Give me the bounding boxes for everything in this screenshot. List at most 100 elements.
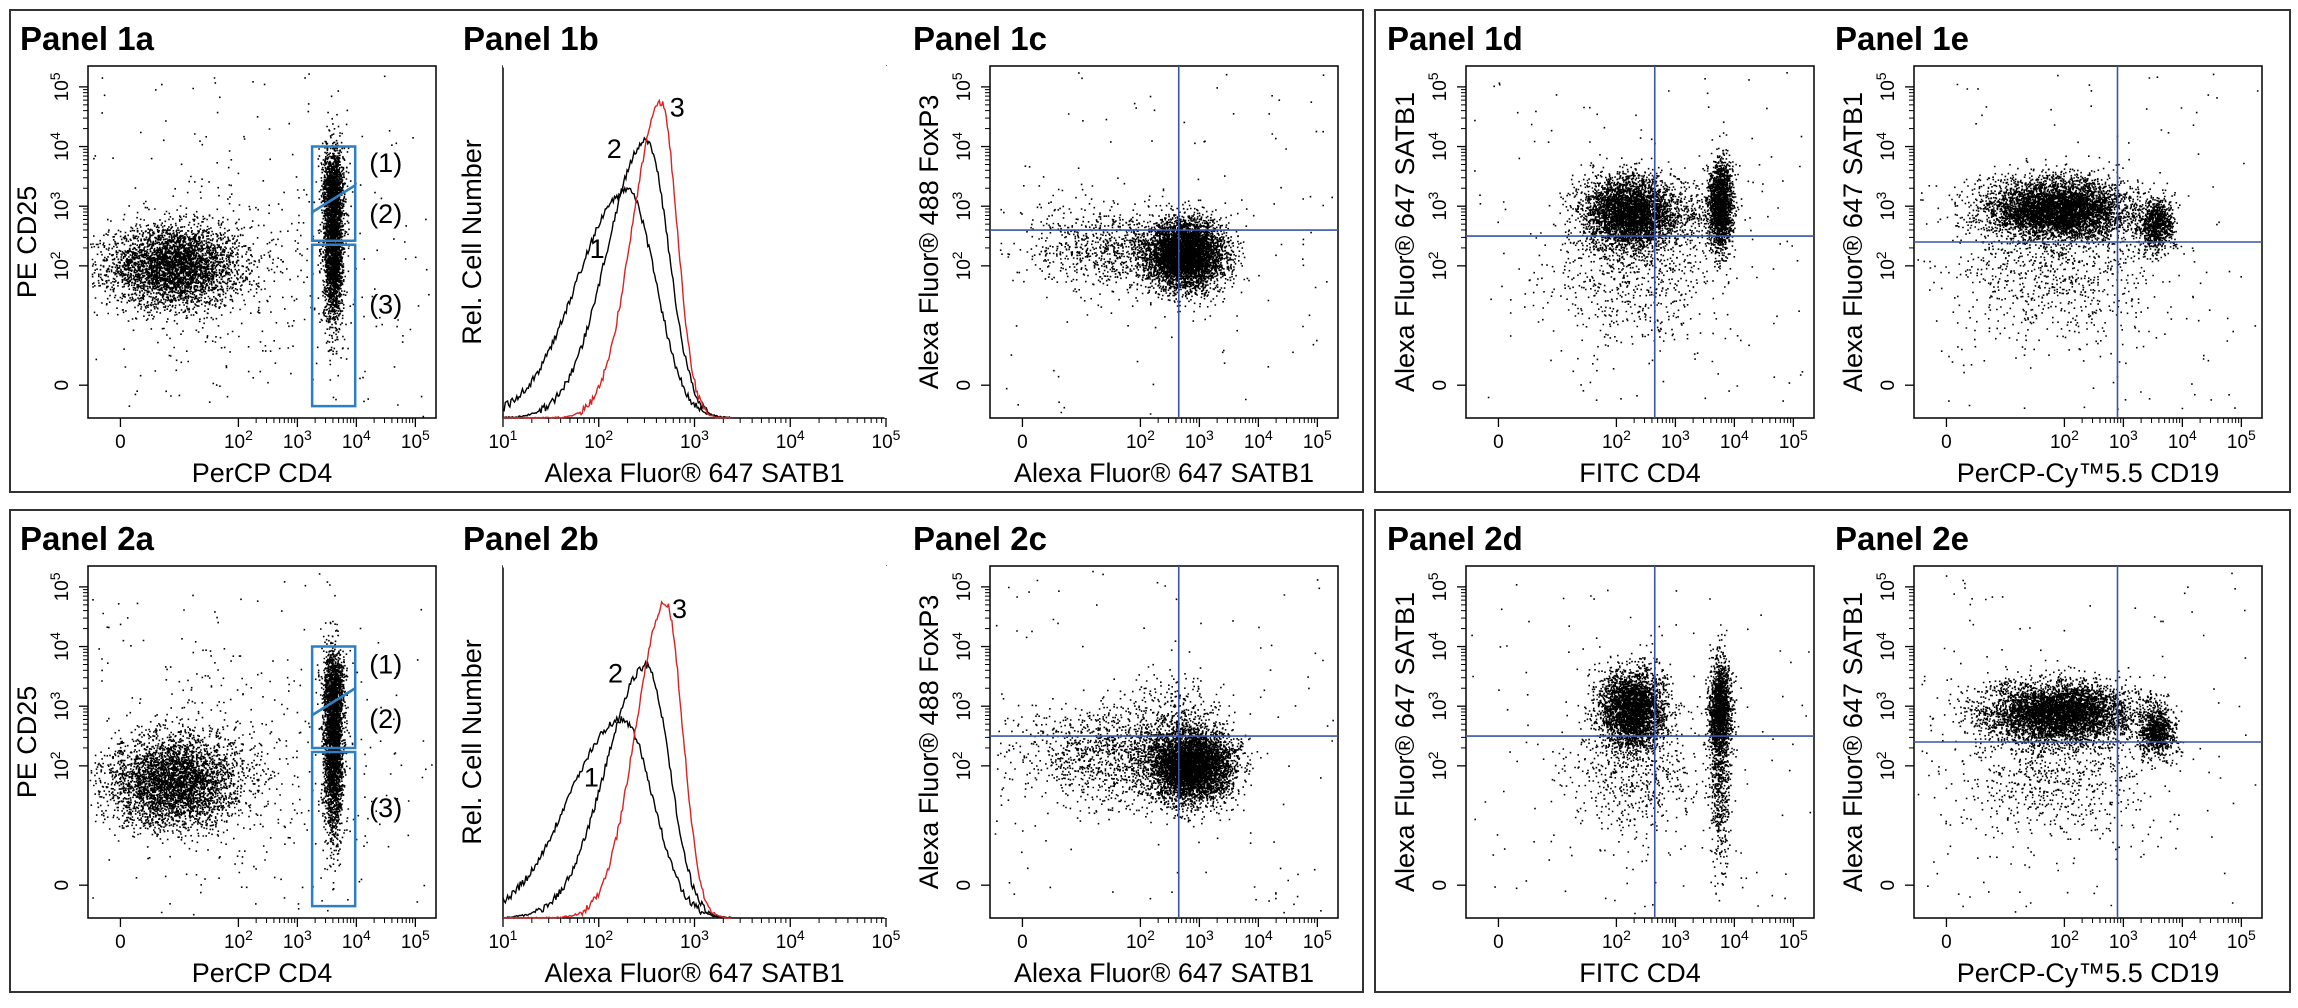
panel-title: Panel 2d <box>1387 520 1523 557</box>
tick-label: 104 <box>47 132 73 161</box>
tick-label: 0 <box>1941 432 1952 453</box>
scatter-events <box>1474 72 1804 402</box>
y-axis-label: Alexa Fluor® 647 SATB1 <box>1838 592 1868 892</box>
gate-label-3: (3) <box>369 793 402 823</box>
y-axis-label: Alexa Fluor® 647 SATB1 <box>1838 92 1868 392</box>
gate-label-2: (2) <box>369 704 402 734</box>
tick-label: 103 <box>949 692 975 721</box>
tick-label: 102 <box>2050 427 2079 453</box>
x-axis-label: FITC CD4 <box>1579 458 1701 488</box>
tick-label: 104 <box>949 632 975 661</box>
tick-label: 103 <box>680 927 709 953</box>
series-label-2: 2 <box>608 658 623 688</box>
tick-label: 103 <box>283 927 312 953</box>
tick-label: 105 <box>47 572 73 601</box>
panel-1c: Panel 1c Alexa Fluor® 647 SATB1 0 102 103 104… <box>913 20 1339 488</box>
tick-label: 105 <box>2227 927 2256 953</box>
gate-3 <box>310 750 357 908</box>
tick-label: 105 <box>401 427 430 453</box>
x-axis-label: Alexa Fluor® 647 SATB1 <box>544 458 844 488</box>
axes-frame <box>502 65 887 419</box>
tick-label: 102 <box>1602 927 1631 953</box>
tick-label: 103 <box>1425 692 1451 721</box>
y-axis-label: Rel. Cell Number <box>457 139 487 345</box>
tick-label: 102 <box>224 927 253 953</box>
tick-label: 0 <box>1878 380 1899 391</box>
tick-label: 103 <box>2109 427 2138 453</box>
tick-label: 105 <box>1303 927 1332 953</box>
scatter-events <box>1471 584 1812 915</box>
tick-label: 105 <box>949 572 975 601</box>
tick-label: 104 <box>1720 427 1749 453</box>
series-label-1: 1 <box>590 234 605 264</box>
axes-frame <box>989 65 1339 419</box>
panel-2c: Panel 2c Alexa Fluor® 647 SATB1 0 102 103 104… <box>913 520 1339 988</box>
panel-1d: Panel 1d FITC CD4 0 102 103 104 105 0 102 103 104 1… <box>1387 20 1815 488</box>
scatter-events <box>994 570 1334 914</box>
tick-label: 0 <box>115 432 126 453</box>
panel-1a: Panel 1a PerCP CD4 0 102 103 104 105 0 102 103 104… <box>12 20 437 488</box>
x-axis-label: Alexa Fluor® 647 SATB1 <box>1014 958 1314 988</box>
y-axis-label: Alexa Fluor® 647 SATB1 <box>1390 92 1420 392</box>
tick-label: 0 <box>1017 932 1028 953</box>
tick-label: 105 <box>2227 427 2256 453</box>
group-frame <box>9 509 1364 993</box>
panel-title: Panel 1e <box>1835 20 1969 57</box>
tick-label: 104 <box>949 132 975 161</box>
y-axis-label: Rel. Cell Number <box>457 639 487 845</box>
tick-label: 103 <box>1873 192 1899 221</box>
y-axis-label: Alexa Fluor® 488 FoxP3 <box>914 595 944 890</box>
histogram-series-1 <box>502 185 733 419</box>
tick-label: 102 <box>1425 751 1451 780</box>
tick-label: 105 <box>949 72 975 101</box>
tick-label: 104 <box>1244 927 1273 953</box>
panel-title: Panel 1d <box>1387 20 1523 57</box>
tick-label: 105 <box>1303 427 1332 453</box>
panel-title: Panel 2b <box>463 520 599 557</box>
tick-label: 104 <box>2168 927 2197 953</box>
tick-label: 103 <box>283 427 312 453</box>
axes-frame <box>1465 565 1815 919</box>
series-label-1: 1 <box>584 762 599 792</box>
tick-label: 103 <box>1185 427 1214 453</box>
tick-label: 0 <box>52 380 73 391</box>
tick-label: 102 <box>2050 927 2079 953</box>
tick-label: 103 <box>949 192 975 221</box>
tick-label: 105 <box>1425 572 1451 601</box>
panel-2a: Panel 2a PerCP CD4 0 102 103 104 105 0 102 103 104… <box>12 520 437 988</box>
tick-label: 105 <box>1873 72 1899 101</box>
tick-label: 102 <box>1873 751 1899 780</box>
panel-1b: Panel 1b Alexa Fluor® 647 SATB1 101 102 103 1… <box>457 20 901 488</box>
panel-2d: Panel 2d FITC CD4 0 102 103 104 105 0 102 103 104 1… <box>1387 520 1815 988</box>
tick-label: 102 <box>47 751 73 780</box>
tick-label: 102 <box>949 751 975 780</box>
y-axis-label: Alexa Fluor® 488 FoxP3 <box>914 95 944 390</box>
panel-title: Panel 2c <box>913 520 1047 557</box>
tick-label: 104 <box>342 427 371 453</box>
tick-label: 0 <box>1493 432 1504 453</box>
tick-label: 103 <box>1185 927 1214 953</box>
panel-2b: Panel 2b Alexa Fluor® 647 SATB1 101 102 103 1… <box>457 520 901 988</box>
tick-label: 102 <box>1126 927 1155 953</box>
tick-label: 104 <box>1244 427 1273 453</box>
tick-label: 104 <box>1425 132 1451 161</box>
tick-label: 101 <box>489 927 518 953</box>
series-label-3: 3 <box>672 594 687 624</box>
tick-label: 105 <box>1425 72 1451 101</box>
gate-label-1: (1) <box>369 649 402 679</box>
tick-label: 105 <box>47 72 73 101</box>
axes-frame <box>87 565 437 919</box>
tick-label: 0 <box>954 380 975 391</box>
histogram-series-3 <box>502 599 732 919</box>
gate-label-1: (1) <box>369 148 402 178</box>
tick-label: 104 <box>776 427 805 453</box>
axes-frame <box>502 565 887 919</box>
tick-label: 103 <box>1661 927 1690 953</box>
series-label-3: 3 <box>670 93 685 123</box>
tick-label: 0 <box>1430 380 1451 391</box>
tick-label: 0 <box>954 880 975 891</box>
tick-label: 104 <box>776 927 805 953</box>
tick-label: 102 <box>1602 427 1631 453</box>
